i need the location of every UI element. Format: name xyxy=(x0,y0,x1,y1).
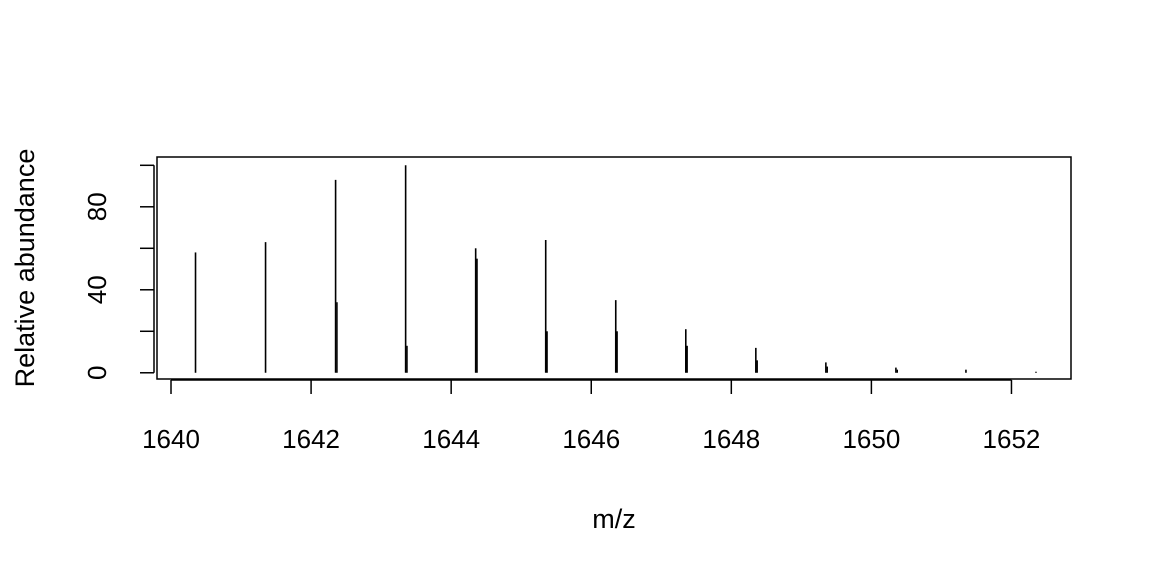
x-tick-label: 1646 xyxy=(562,424,620,454)
y-tick-label: 40 xyxy=(82,275,112,304)
x-axis: 1640 1642 1644 1646 1648 1650 1652 xyxy=(142,379,1041,454)
peak-series xyxy=(194,165,1037,373)
x-tick-label: 1642 xyxy=(282,424,340,454)
y-axis-label: Relative abundance xyxy=(10,149,40,388)
y-tick-label: 0 xyxy=(82,366,112,380)
plot-frame xyxy=(156,156,1072,380)
x-axis-label: m/z xyxy=(592,504,636,534)
x-tick-label: 1640 xyxy=(142,424,200,454)
x-tick-label: 1644 xyxy=(422,424,480,454)
y-tick-label: 80 xyxy=(82,192,112,221)
x-tick-label: 1650 xyxy=(842,424,900,454)
x-tick-label: 1648 xyxy=(702,424,760,454)
x-tick-label: 1652 xyxy=(983,424,1041,454)
y-axis: 0 40 80 xyxy=(82,164,155,380)
